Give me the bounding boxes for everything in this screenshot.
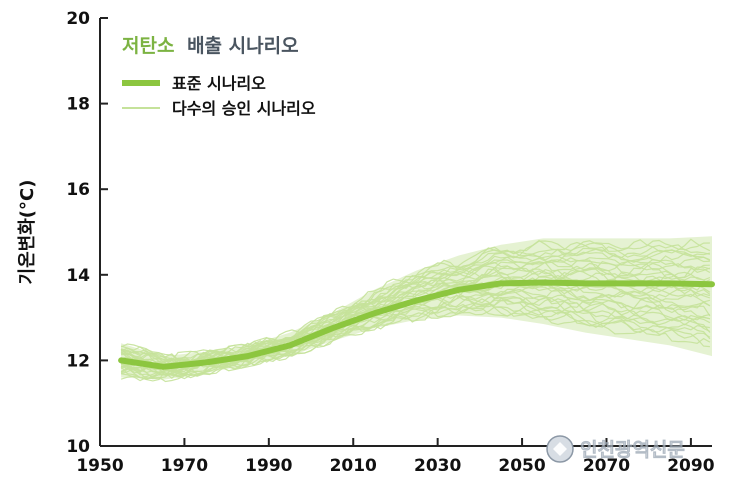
legend-approved-label: 다수의 승인 시나리오 bbox=[172, 99, 316, 118]
approved-scenario-line bbox=[120, 238, 711, 364]
approved-scenario-line bbox=[121, 307, 711, 382]
y-tick-label: 12 bbox=[66, 351, 90, 371]
watermark-logo-mark bbox=[553, 442, 567, 456]
y-tick-label: 16 bbox=[66, 180, 90, 200]
chart-title-part: 저탄소 bbox=[122, 35, 174, 57]
approved-scenario-line bbox=[120, 246, 711, 364]
x-tick-label: 1970 bbox=[161, 456, 208, 476]
approved-scenario-line bbox=[120, 300, 710, 380]
y-tick-label: 10 bbox=[66, 437, 90, 457]
watermark: 인천광역신문 bbox=[546, 435, 685, 463]
y-tick-label: 14 bbox=[66, 266, 90, 286]
x-tick-label: 2010 bbox=[330, 456, 377, 476]
watermark-text: 인천광역신문 bbox=[580, 439, 685, 461]
chart-title-part: 배출 시나리오 bbox=[187, 35, 299, 57]
x-tick-label: 2030 bbox=[414, 456, 461, 476]
x-tick-label: 1950 bbox=[76, 456, 123, 476]
chart-title: 저탄소 배출 시나리오 bbox=[122, 35, 299, 57]
legend-standard-label: 표준 시나리오 bbox=[172, 74, 266, 93]
standard-scenario-line bbox=[118, 279, 715, 370]
y-tick-label: 18 bbox=[66, 95, 90, 115]
y-axis-label: 기온변화(°C) bbox=[17, 180, 38, 285]
axes: 10 12 14 16 18 20 1950 1970 1990 2010 2030 2050 2070… bbox=[66, 9, 714, 476]
approved-scenario-line bbox=[120, 251, 711, 366]
y-tick-label: 20 bbox=[66, 9, 90, 29]
x-tick-label: 2070 bbox=[583, 456, 630, 476]
x-tick-label: 2050 bbox=[498, 456, 545, 476]
standard-scenario-path bbox=[118, 279, 715, 370]
x-tick-label: 1990 bbox=[245, 456, 292, 476]
approved-scenario-line bbox=[120, 239, 710, 364]
legend: 저탄소 배출 시나리오 표준 시나리오 다수의 승인 시나리오 bbox=[122, 35, 316, 118]
x-tick-label: 2090 bbox=[667, 456, 714, 476]
